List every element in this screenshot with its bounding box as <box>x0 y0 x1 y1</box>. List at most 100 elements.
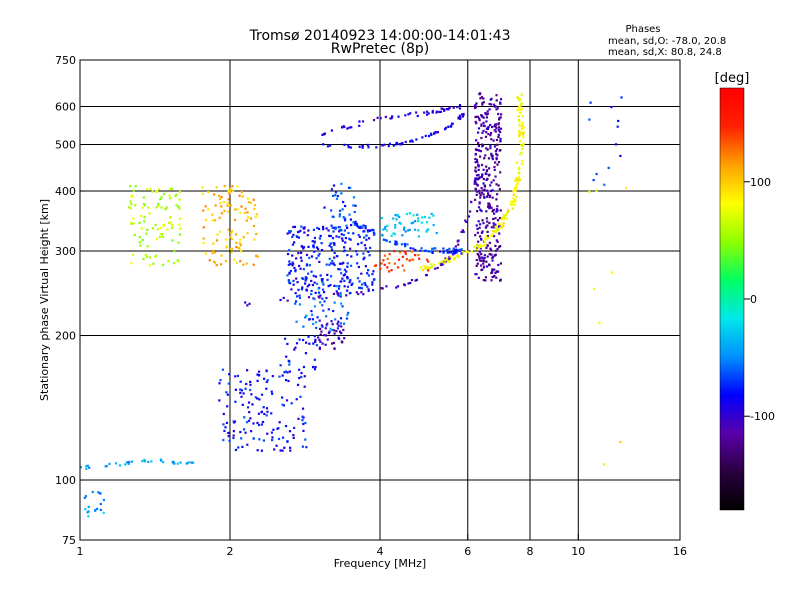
echo-point <box>335 197 339 200</box>
echo-point <box>511 200 515 203</box>
echo-point <box>482 101 485 104</box>
echo-point <box>146 255 149 258</box>
echo-point <box>386 224 389 227</box>
echo-point <box>342 322 346 325</box>
echo-point <box>390 269 393 272</box>
echo-point <box>521 124 525 127</box>
echo-point <box>445 260 448 263</box>
echo-point <box>338 209 342 212</box>
echo-point <box>428 216 431 219</box>
echo-point <box>442 259 445 262</box>
echo-point <box>297 417 300 420</box>
echo-point <box>410 258 413 261</box>
echo-point <box>358 280 361 283</box>
echo-point <box>310 255 314 258</box>
echo-point <box>256 421 259 425</box>
echo-point <box>175 204 178 207</box>
echo-point <box>127 462 130 465</box>
echo-point <box>321 304 324 307</box>
echo-point <box>519 144 523 147</box>
echo-point <box>108 462 111 466</box>
echo-point <box>491 233 494 236</box>
echo-point <box>330 342 334 345</box>
echo-point <box>245 382 248 386</box>
echo-point <box>143 215 146 219</box>
echo-point <box>488 195 491 199</box>
echo-point <box>423 249 427 252</box>
echo-point <box>476 231 479 234</box>
echo-point <box>479 235 482 238</box>
echo-point <box>305 253 309 257</box>
echo-point <box>445 107 448 111</box>
echo-point <box>349 247 352 250</box>
echo-point <box>290 288 293 291</box>
echo-point <box>457 243 460 246</box>
echo-point <box>498 232 501 235</box>
echo-point <box>494 150 498 153</box>
echo-point <box>148 264 152 267</box>
echo-point <box>489 248 493 252</box>
echo-point <box>141 238 144 242</box>
echo-point <box>511 207 514 210</box>
echo-point <box>303 227 306 230</box>
stats-line-o: mean, sd,O: -78.0, 20.8 <box>608 36 726 47</box>
echo-point <box>495 270 498 273</box>
echo-point <box>249 417 252 420</box>
echo-point <box>435 231 438 235</box>
echo-point <box>300 245 303 248</box>
echo-point <box>339 294 342 297</box>
echo-point <box>519 98 522 101</box>
echo-point <box>178 190 181 193</box>
echo-point <box>239 391 242 394</box>
echo-point <box>495 276 498 279</box>
echo-point <box>363 282 366 285</box>
echo-point <box>336 327 340 330</box>
x-tick-label: 2 <box>227 545 234 558</box>
echo-point <box>479 150 483 153</box>
echo-point <box>342 233 345 237</box>
echo-point <box>168 221 171 225</box>
echo-point <box>447 108 450 111</box>
echo-point <box>488 102 491 106</box>
echo-point <box>295 235 298 238</box>
echo-point <box>232 434 235 437</box>
echo-point <box>289 262 292 266</box>
echo-point <box>475 122 478 125</box>
echo-point <box>224 426 227 429</box>
echo-point <box>486 192 490 195</box>
echo-point <box>408 259 411 262</box>
echo-point <box>157 202 160 206</box>
echo-point <box>482 244 485 247</box>
echo-point <box>429 132 433 135</box>
echo-point <box>454 245 457 248</box>
echo-point <box>312 274 315 277</box>
echo-point <box>327 331 331 335</box>
echo-point <box>419 249 422 252</box>
echo-point <box>244 207 247 210</box>
echo-point <box>484 235 488 238</box>
echo-point <box>521 160 524 163</box>
echo-point <box>298 338 301 341</box>
echo-point <box>246 211 249 214</box>
echo-point <box>479 194 482 197</box>
echo-point <box>485 260 488 263</box>
echo-point <box>592 178 595 182</box>
echo-point <box>132 217 135 220</box>
echo-point <box>302 429 305 433</box>
echo-point <box>339 268 342 271</box>
echo-point <box>372 229 375 232</box>
echo-point <box>292 436 295 439</box>
echo-point <box>478 250 482 253</box>
echo-point <box>332 184 336 187</box>
echo-point <box>588 190 591 193</box>
echo-point <box>224 259 228 263</box>
echo-point <box>289 449 292 452</box>
echo-point <box>497 133 500 136</box>
echo-point <box>434 267 437 270</box>
echo-point <box>348 237 351 240</box>
echo-point <box>239 244 242 247</box>
echo-point <box>338 213 342 216</box>
echo-point <box>346 262 349 265</box>
echo-point <box>352 232 355 235</box>
echo-point <box>202 226 205 229</box>
